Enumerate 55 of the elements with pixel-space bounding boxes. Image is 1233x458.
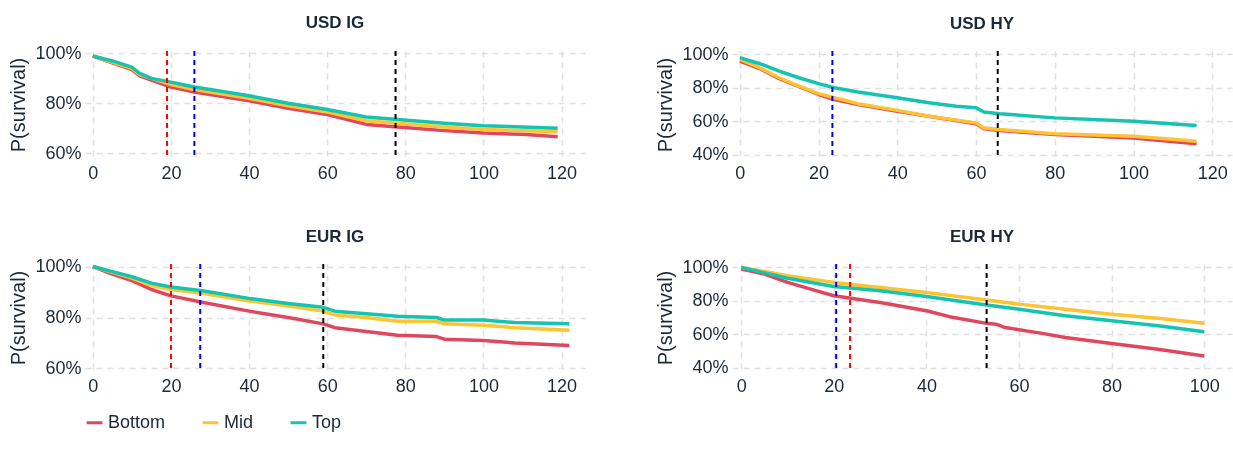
chart-title: EUR HY xyxy=(949,227,1015,247)
x-tick-label: 80 xyxy=(1102,375,1123,396)
y-axis-title: P(survival) xyxy=(7,57,30,153)
y-axis-title: P(survival) xyxy=(654,270,677,366)
x-tick-label: 40 xyxy=(916,375,937,396)
line-series xyxy=(91,264,572,348)
x-tick-label: 80 xyxy=(395,162,416,183)
chart-title: USD IG xyxy=(305,13,365,33)
x-tick-label: 80 xyxy=(1045,162,1066,183)
x-tick-label: 40 xyxy=(887,162,908,183)
x-tick-label: 100 xyxy=(1119,162,1150,183)
y-tick-label: 60% xyxy=(45,142,82,163)
x-tick-label: 0 xyxy=(88,375,99,396)
x-tick-label: 120 xyxy=(547,375,578,396)
y-axis-title: P(survival) xyxy=(7,270,30,366)
y-tick-label: 100% xyxy=(682,256,729,277)
x-tick-label: 80 xyxy=(395,375,416,396)
legend-label: Bottom xyxy=(108,411,166,432)
y-tick-label: 40% xyxy=(692,144,729,165)
y-tick-label: 80% xyxy=(45,92,82,113)
y-tick-label: 100% xyxy=(682,43,729,64)
chart-title: USD HY xyxy=(949,14,1015,34)
x-tick-label: 0 xyxy=(88,162,99,183)
x-tick-label: 60 xyxy=(966,162,987,183)
y-tick-label: 60% xyxy=(692,323,729,344)
x-tick-label: 20 xyxy=(824,375,845,396)
chart-title: EUR IG xyxy=(305,226,365,246)
legend-label: Mid xyxy=(224,411,254,432)
y-tick-label: 60% xyxy=(45,357,82,378)
x-tick-label: 120 xyxy=(547,162,578,183)
line-series xyxy=(739,267,1206,358)
x-tick-label: 100 xyxy=(468,162,499,183)
x-tick-label: 0 xyxy=(735,162,746,183)
y-tick-label: 100% xyxy=(35,256,82,277)
x-tick-label: 100 xyxy=(1189,375,1220,396)
x-tick-label: 0 xyxy=(736,375,747,396)
x-tick-label: 40 xyxy=(239,375,260,396)
y-tick-label: 40% xyxy=(692,357,729,378)
y-tick-label: 80% xyxy=(45,307,82,327)
line-series xyxy=(738,55,1199,128)
y-tick-label: 100% xyxy=(35,42,82,63)
y-tick-label: 80% xyxy=(692,290,729,311)
y-tick-label: 80% xyxy=(692,77,729,98)
legend-label: Top xyxy=(312,411,342,432)
x-tick-label: 20 xyxy=(161,162,182,183)
x-tick-label: 120 xyxy=(1197,162,1228,183)
x-tick-label: 60 xyxy=(1009,375,1030,396)
x-tick-label: 60 xyxy=(317,375,338,396)
y-tick-label: 60% xyxy=(692,110,729,131)
x-tick-label: 40 xyxy=(239,162,260,183)
y-axis-title: P(survival) xyxy=(654,57,677,153)
x-tick-label: 20 xyxy=(809,162,830,183)
x-tick-label: 100 xyxy=(468,375,499,396)
x-tick-label: 60 xyxy=(317,162,338,183)
x-tick-label: 20 xyxy=(161,375,182,396)
